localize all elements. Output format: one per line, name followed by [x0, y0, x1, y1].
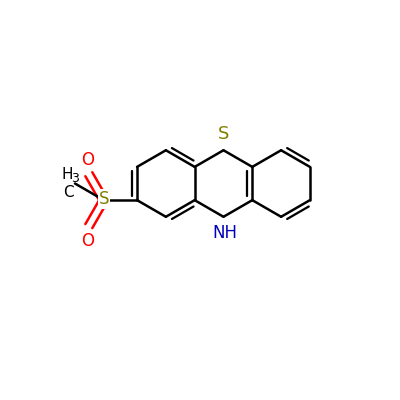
Text: S: S [218, 124, 229, 142]
Text: 3: 3 [71, 172, 79, 185]
Text: S: S [98, 190, 109, 208]
Text: O: O [81, 151, 94, 169]
Text: O: O [81, 232, 94, 250]
Text: C: C [63, 185, 74, 200]
Text: NH: NH [212, 224, 238, 242]
Text: H: H [62, 167, 74, 182]
